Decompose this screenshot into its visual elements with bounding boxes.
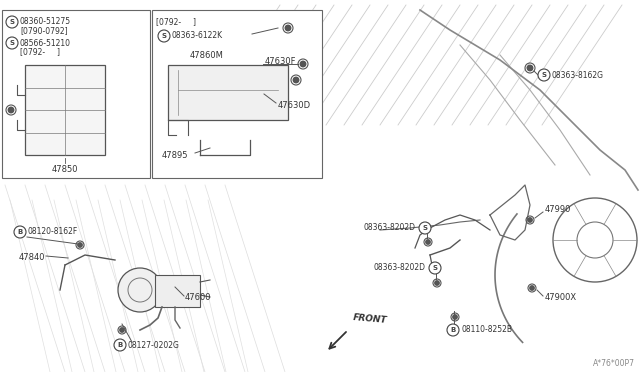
Circle shape: [453, 315, 457, 319]
Circle shape: [435, 281, 439, 285]
Text: 47630D: 47630D: [278, 100, 311, 109]
Circle shape: [300, 61, 306, 67]
Text: [0792-     ]: [0792- ]: [20, 48, 60, 57]
Circle shape: [14, 226, 26, 238]
Circle shape: [538, 69, 550, 81]
Text: FRONT: FRONT: [353, 313, 388, 325]
Text: 47860M: 47860M: [190, 51, 224, 60]
Text: 08363-8162G: 08363-8162G: [552, 71, 604, 80]
Text: A*76*00P7: A*76*00P7: [593, 359, 635, 368]
Text: S: S: [10, 40, 15, 46]
Circle shape: [285, 25, 291, 31]
Text: 47990: 47990: [545, 205, 572, 215]
Text: B: B: [117, 342, 123, 348]
Text: S: S: [161, 33, 166, 39]
Circle shape: [528, 218, 532, 222]
Bar: [25, 65, 105, 155]
Text: B: B: [451, 327, 456, 333]
Bar: [155, 275, 200, 307]
Text: 47840: 47840: [19, 253, 45, 263]
Circle shape: [527, 65, 532, 71]
Circle shape: [6, 16, 18, 28]
Text: 08120-8162F: 08120-8162F: [28, 228, 78, 237]
Circle shape: [429, 262, 441, 274]
Text: [0792-     ]: [0792- ]: [156, 17, 196, 26]
Text: B: B: [17, 229, 22, 235]
Circle shape: [293, 77, 299, 83]
Text: 08363-8202D: 08363-8202D: [373, 263, 425, 273]
Bar: [168, 65, 288, 120]
Text: 08566-51210: 08566-51210: [20, 38, 71, 48]
Text: [0790-0792]: [0790-0792]: [20, 26, 68, 35]
Circle shape: [6, 37, 18, 49]
Circle shape: [118, 268, 162, 312]
Text: 08363-6122K: 08363-6122K: [172, 32, 223, 41]
Circle shape: [78, 243, 82, 247]
Text: 08363-8202D: 08363-8202D: [363, 224, 415, 232]
Text: S: S: [433, 265, 438, 271]
Text: 08360-51275: 08360-51275: [20, 17, 71, 26]
Circle shape: [426, 240, 430, 244]
Circle shape: [158, 30, 170, 42]
Circle shape: [120, 328, 124, 332]
Text: 08127-0202G: 08127-0202G: [128, 340, 180, 350]
Circle shape: [530, 286, 534, 290]
Circle shape: [447, 324, 459, 336]
Bar: [152, 10, 322, 178]
Circle shape: [114, 339, 126, 351]
Text: 47850: 47850: [52, 165, 78, 174]
Text: 08110-8252B: 08110-8252B: [461, 326, 512, 334]
Text: S: S: [10, 19, 15, 25]
Text: 47630F: 47630F: [265, 58, 296, 67]
Circle shape: [419, 222, 431, 234]
Text: S: S: [422, 225, 428, 231]
Text: 47600: 47600: [185, 294, 211, 302]
Text: S: S: [541, 72, 547, 78]
Bar: [2, 10, 150, 178]
Circle shape: [8, 107, 13, 113]
Text: 47895: 47895: [162, 151, 189, 160]
Text: 47900X: 47900X: [545, 294, 577, 302]
